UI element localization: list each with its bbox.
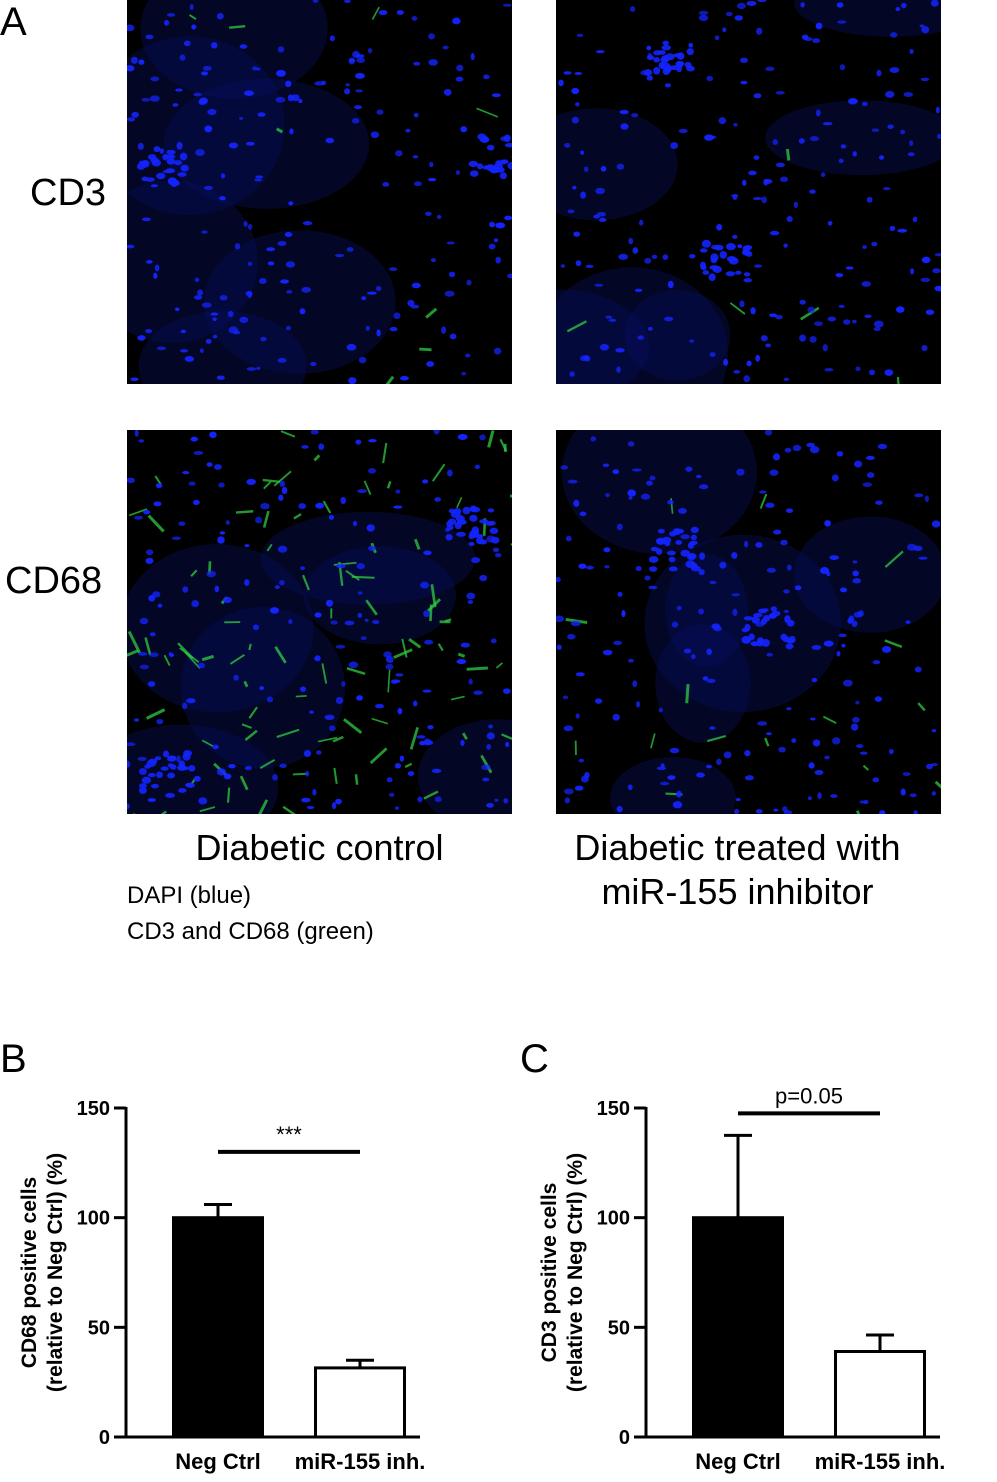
x-tick-label: miR-155 inh.	[295, 1449, 426, 1474]
y-tick-label: 50	[88, 1317, 110, 1339]
legend-dapi: DAPI (blue)	[127, 882, 252, 909]
x-tick-label: Neg Ctrl	[175, 1449, 261, 1474]
micrograph-cd68-treated	[556, 430, 941, 814]
bar-neg-ctrl	[172, 1216, 264, 1439]
x-tick-label: miR-155 inh.	[815, 1449, 946, 1474]
y-tick-label: 50	[608, 1317, 630, 1339]
column-label-control: Diabetic control	[195, 827, 444, 868]
micrograph-image	[127, 0, 512, 384]
micrograph-cd68-control	[127, 430, 512, 814]
y-tick-label: 100	[77, 1208, 110, 1230]
bar-mir-155-inh-	[834, 1350, 926, 1439]
column-label-treated: Diabetic treated with miR-155 inhibitor	[574, 827, 901, 912]
micrograph-image	[556, 0, 941, 384]
panel-a-letter: A	[0, 0, 27, 44]
y-tick-label: 150	[597, 1098, 630, 1120]
x-tick-label: Neg Ctrl	[695, 1449, 781, 1474]
bar-mir-155-inh-	[314, 1366, 406, 1439]
y-tick-label: 100	[597, 1208, 630, 1230]
chart-cd3: C 0 50 100 150 CD3 positive cells (relative to…	[520, 1037, 946, 1474]
chart-cd68: B 0 50 100 150 CD68 positive cells (relative t…	[0, 1037, 426, 1474]
significance-label: ***	[276, 1122, 302, 1147]
micrograph-image	[556, 430, 941, 814]
panel-letter: B	[0, 1037, 27, 1081]
panel-letter: C	[520, 1037, 549, 1081]
micrograph-image	[127, 430, 512, 814]
significance-label: p=0.05	[775, 1083, 843, 1108]
y-axis-label: CD3 positive cells (relative to Neg Ctrl)…	[538, 1153, 587, 1392]
micrograph-cd3-control	[127, 0, 512, 384]
row-label-cd3: CD3	[30, 172, 107, 214]
micrograph-cd3-treated	[556, 0, 941, 384]
y-tick-label: 150	[77, 1098, 110, 1120]
y-axis-label: CD68 positive cells (relative to Neg Ctrl…	[18, 1153, 67, 1392]
legend-markers: CD3 and CD68 (green)	[127, 918, 374, 945]
y-tick-label: 0	[619, 1427, 630, 1449]
y-tick-label: 0	[99, 1427, 110, 1449]
bar-neg-ctrl	[692, 1216, 784, 1439]
row-label-cd68: CD68	[5, 560, 103, 602]
